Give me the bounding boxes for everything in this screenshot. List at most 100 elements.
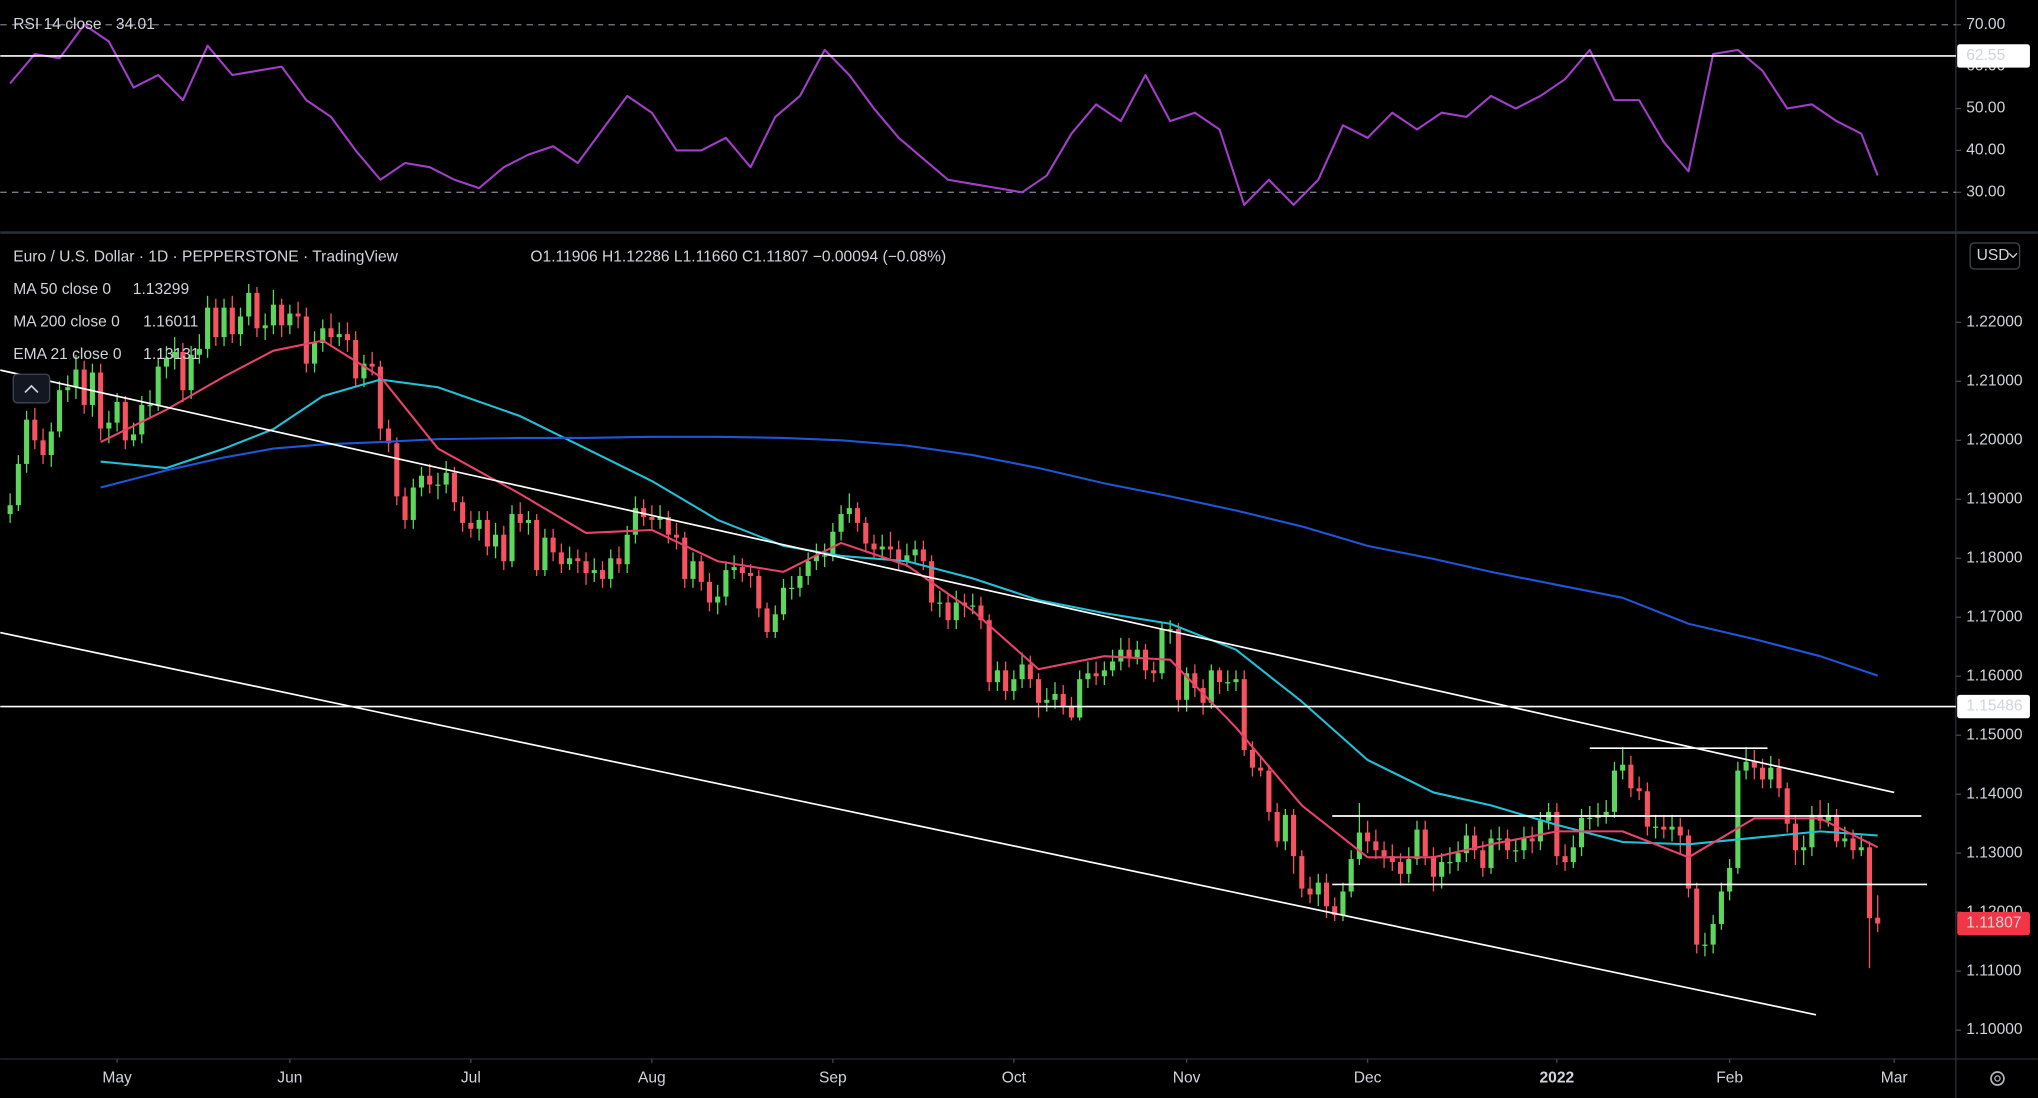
- hline-label-box: [1957, 44, 2030, 68]
- candle-body: [550, 537, 556, 553]
- settings-button[interactable]: [1990, 1071, 2005, 1086]
- currency-box[interactable]: [1969, 242, 2021, 270]
- candle-body: [937, 602, 943, 604]
- candle-body: [1422, 829, 1428, 857]
- candle-body: [673, 534, 680, 538]
- candle-body: [542, 537, 548, 571]
- candle-body: [616, 558, 622, 565]
- candle-body: [1776, 767, 1782, 789]
- candle-body: [838, 514, 844, 532]
- candle-body: [1200, 688, 1206, 703]
- candle-body: [402, 496, 408, 520]
- currency-label[interactable]: USD: [1977, 247, 2010, 264]
- gear-icon[interactable]: [1990, 1071, 2005, 1086]
- candle-body: [1636, 788, 1642, 792]
- candle-body: [534, 519, 540, 571]
- candle-body: [879, 546, 885, 550]
- y-tick-label: 70.00: [1966, 16, 2005, 33]
- candle-body: [1225, 682, 1231, 684]
- series-line: [100, 339, 1879, 859]
- candle-body: [1266, 770, 1272, 812]
- x-tick-label: Dec: [1354, 1070, 1382, 1087]
- candle-body: [1661, 826, 1667, 830]
- candle-body: [690, 561, 696, 579]
- candle-body: [311, 343, 318, 364]
- currency-button[interactable]: USD: [1969, 242, 2021, 270]
- candle-body: [1208, 670, 1214, 703]
- candle-body: [1060, 693, 1066, 706]
- candle-body: [492, 534, 499, 547]
- legend-ma50-value: 1.13299: [133, 281, 189, 298]
- candle-body: [599, 570, 606, 579]
- legend-ema21-value: 1.13131: [143, 346, 199, 363]
- collapse-button[interactable]: [12, 373, 51, 404]
- x-tick-label: Sep: [819, 1070, 847, 1087]
- legend-ma50: MA 50 close 0: [13, 281, 111, 298]
- collapse-icon[interactable]: [24, 384, 39, 394]
- candle-body: [336, 334, 342, 338]
- trendline: [0, 631, 1817, 1016]
- candle-body: [353, 340, 359, 379]
- candle-body: [237, 316, 244, 335]
- candle-body: [1035, 679, 1042, 703]
- candle-body: [361, 363, 367, 379]
- candle-body: [139, 404, 145, 435]
- candle-body: [303, 316, 309, 364]
- candle-body: [81, 369, 87, 405]
- candle-body: [451, 472, 457, 503]
- candle-body: [1653, 826, 1659, 828]
- x-tick-label: Oct: [1002, 1070, 1027, 1087]
- candle-body: [739, 567, 745, 574]
- candle-body: [764, 608, 770, 633]
- y-tick-label: 1.14000: [1966, 785, 2023, 802]
- candle-body: [1447, 862, 1453, 864]
- candle-body: [1044, 699, 1050, 703]
- candle-body: [1480, 850, 1486, 868]
- candle-body: [1496, 838, 1502, 840]
- y-tick-label: 1.19000: [1966, 490, 2023, 507]
- candle-body: [583, 561, 589, 574]
- candle-body: [1669, 826, 1675, 830]
- candle-body: [1406, 859, 1412, 874]
- candle-body: [887, 546, 893, 550]
- candle-body: [715, 596, 721, 603]
- candle-body: [624, 534, 630, 565]
- candle-body: [575, 558, 581, 562]
- candle-body: [1414, 829, 1420, 860]
- candle-body: [188, 354, 194, 391]
- candle-body: [1118, 649, 1124, 662]
- candle-body: [1463, 835, 1469, 854]
- candle-body: [682, 537, 688, 579]
- candle-body: [1620, 764, 1626, 771]
- candle-body: [1315, 882, 1321, 895]
- candle-body: [822, 555, 828, 557]
- candle-body: [1694, 888, 1700, 945]
- candle-body: [1628, 764, 1634, 789]
- candle-body: [1241, 679, 1247, 750]
- currency-caret[interactable]: [2008, 252, 2018, 259]
- legend-ma200-value: 1.16011: [143, 313, 198, 330]
- candle-body: [418, 475, 425, 488]
- candle-body: [287, 313, 293, 326]
- collapse-button-box[interactable]: [12, 373, 51, 404]
- candle-body: [641, 508, 647, 517]
- candle-body: [1842, 838, 1848, 842]
- candle-body: [665, 516, 671, 535]
- candle-body: [1718, 891, 1724, 924]
- candle-body: [344, 334, 351, 341]
- candle-body: [1101, 670, 1107, 677]
- candle-body: [1167, 629, 1173, 631]
- candle-body: [15, 463, 21, 506]
- y-tick-label: 1.13000: [1966, 844, 2023, 861]
- candle-body: [1142, 649, 1149, 671]
- candle-body: [1003, 670, 1009, 691]
- candle-body: [1052, 693, 1058, 700]
- candle-body: [279, 304, 285, 326]
- candle-body: [1192, 673, 1198, 689]
- candle-body: [270, 304, 276, 326]
- candle-body: [246, 292, 252, 317]
- candle-body: [1389, 856, 1395, 863]
- gear-center[interactable]: [1994, 1075, 2001, 1082]
- x-tick-label: Jun: [277, 1070, 302, 1087]
- candle-body: [98, 372, 104, 429]
